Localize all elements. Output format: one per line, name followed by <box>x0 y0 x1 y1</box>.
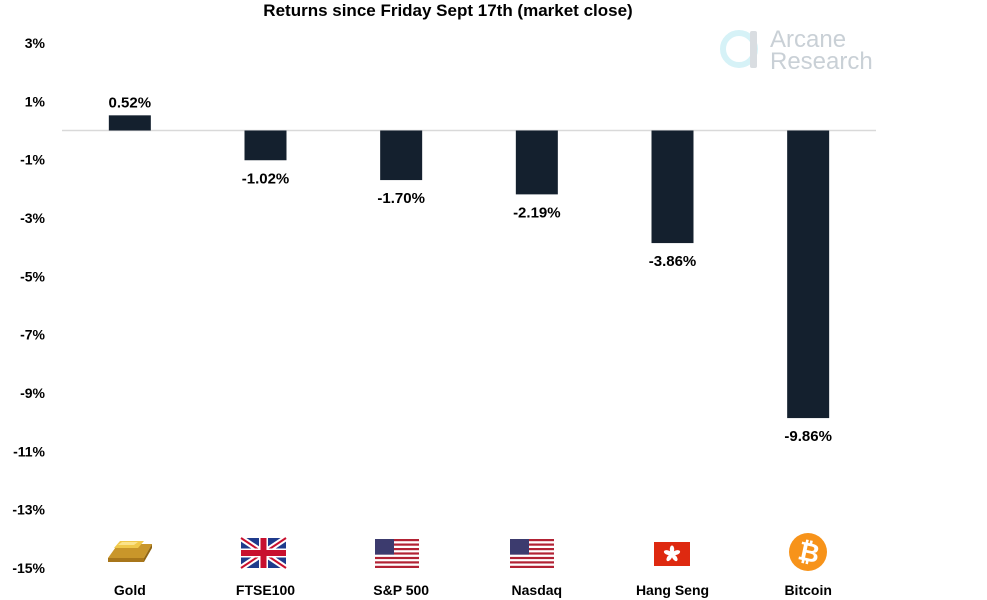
us-flag-icon <box>510 539 554 568</box>
category-label: Nasdaq <box>512 582 563 598</box>
chart-title: Returns since Friday Sept 17th (market c… <box>263 1 632 20</box>
data-label: -9.86% <box>784 428 832 445</box>
category-labels: Gold FTSE100 S&P 500 Nasdaq Hang Seng Bitcoin <box>114 582 832 598</box>
arcane-logo-icon <box>720 30 758 68</box>
category-label: S&P 500 <box>373 582 429 598</box>
data-label: 0.52% <box>109 94 152 111</box>
logo-line1: Arcane <box>770 26 846 53</box>
bar <box>108 115 151 131</box>
bars <box>108 115 830 419</box>
logo-line2: Research <box>770 48 873 75</box>
gold-bar-icon <box>108 541 152 562</box>
y-tick-label: -9% <box>20 385 45 401</box>
us-flag-icon <box>375 539 419 568</box>
bar <box>515 130 558 195</box>
y-tick-label: 1% <box>25 93 46 109</box>
y-tick-label: -1% <box>20 152 45 168</box>
y-tick-label: -5% <box>20 268 45 284</box>
category-icons: ₿ <box>108 533 827 571</box>
y-tick-label: 3% <box>25 35 46 51</box>
y-tick-label: -7% <box>20 327 45 343</box>
bar <box>380 130 423 181</box>
y-tick-label: -13% <box>12 502 45 518</box>
data-label: -2.19% <box>513 204 561 221</box>
arcane-research-logo: Arcane Research <box>720 26 873 75</box>
bitcoin-icon: ₿ <box>789 533 827 571</box>
data-labels: 0.52% -1.02% -1.70% -2.19% -3.86% -9.86% <box>109 94 832 445</box>
bar <box>244 130 287 161</box>
bar <box>787 130 830 419</box>
y-axis: 3% 1% -1% -3% -5% -7% -9% -11% -13% -15% <box>12 35 45 576</box>
data-label: -3.86% <box>649 253 697 270</box>
hong-kong-flag-icon <box>654 542 690 566</box>
y-tick-label: -15% <box>12 560 45 576</box>
data-label: -1.02% <box>242 170 290 187</box>
category-label: Hang Seng <box>636 582 709 598</box>
bar <box>651 130 694 244</box>
y-tick-label: -11% <box>13 443 45 459</box>
category-label: FTSE100 <box>236 582 295 598</box>
category-label: Gold <box>114 582 146 598</box>
y-tick-label: -3% <box>20 210 45 226</box>
category-label: Bitcoin <box>784 582 831 598</box>
data-label: -1.70% <box>377 190 425 207</box>
uk-flag-icon <box>239 535 288 571</box>
